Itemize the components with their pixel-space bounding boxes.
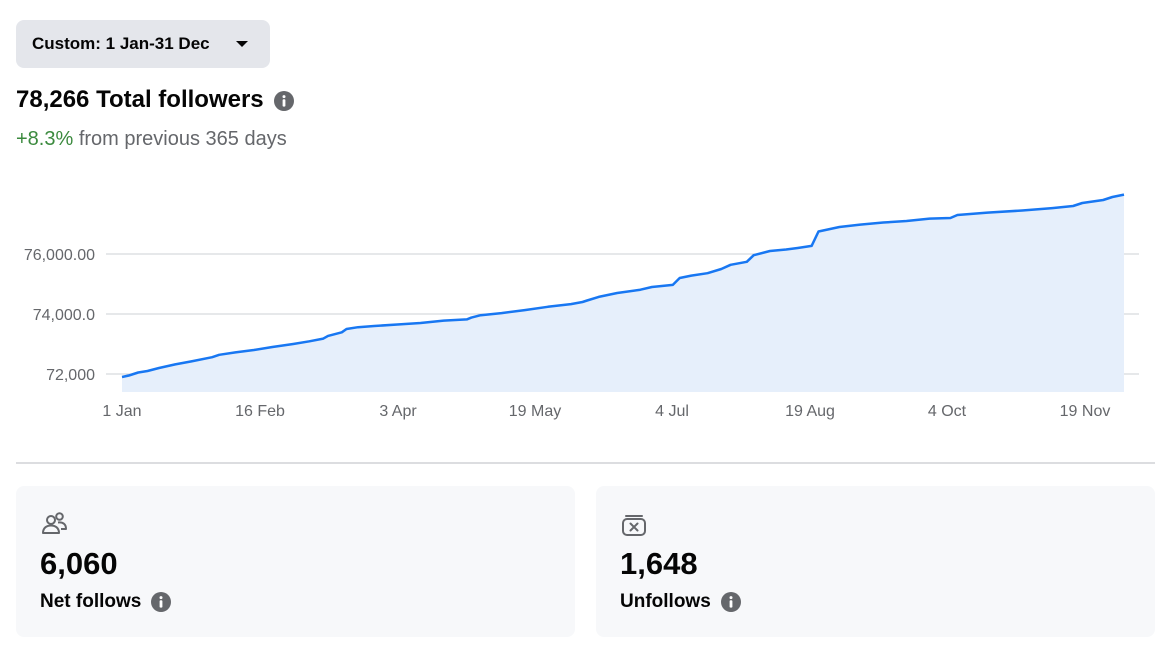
total-followers-value: 78,266 — [16, 86, 90, 113]
unfollows-card: 1,648 Unfollows — [596, 486, 1155, 637]
y-axis-ticks: 72,000 74,000.0 76,000.00 — [24, 247, 95, 384]
total-followers-label: Total followers — [96, 86, 264, 113]
x-tick-label: 4 Jul — [655, 403, 689, 420]
caret-down-icon — [236, 41, 248, 47]
x-tick-label: 3 Apr — [379, 403, 417, 420]
net-follows-label-row: Net follows — [40, 591, 172, 613]
total-followers-heading: 78,266 Total followers — [16, 86, 294, 114]
change-percent: +8.3% — [16, 128, 74, 150]
followers-change: +8.3% from previous 365 days — [16, 128, 287, 151]
y-tick-label: 72,000 — [46, 367, 95, 384]
date-range-label: Custom: 1 Jan-31 Dec — [32, 34, 210, 53]
x-axis-ticks: 1 Jan 16 Feb 3 Apr 19 May 4 Jul 19 Aug 4 Oct 19… — [102, 403, 1110, 420]
unfollow-box-icon — [622, 515, 646, 536]
x-tick-label: 19 May — [509, 403, 561, 420]
series-line — [121, 193, 1125, 379]
net-follows-label: Net follows — [40, 591, 142, 612]
unfollows-value: 1,648 — [620, 546, 698, 581]
section-divider — [16, 462, 1155, 464]
info-icon[interactable] — [720, 592, 741, 612]
change-suffix: from previous 365 days — [78, 128, 287, 150]
unfollows-label: Unfollows — [620, 591, 711, 612]
people-icon — [42, 512, 67, 534]
x-tick-label: 16 Feb — [235, 403, 285, 420]
info-icon[interactable] — [151, 592, 172, 612]
net-follows-value: 6,060 — [40, 546, 118, 581]
x-tick-label: 4 Oct — [928, 403, 967, 420]
date-range-dropdown[interactable]: Custom: 1 Jan-31 Dec — [16, 20, 270, 68]
y-tick-label: 76,000.00 — [24, 247, 95, 264]
info-icon[interactable] — [273, 91, 294, 111]
followers-area-chart: 72,000 74,000.0 76,000.00 1 Jan 16 Feb 3 Apr… — [24, 193, 1139, 420]
x-tick-label: 1 Jan — [102, 403, 141, 420]
x-tick-label: 19 Nov — [1060, 403, 1111, 420]
unfollows-label-row: Unfollows — [620, 591, 741, 613]
net-follows-card: 6,060 Net follows — [16, 486, 575, 637]
x-tick-label: 19 Aug — [785, 403, 835, 420]
y-tick-label: 74,000.0 — [33, 307, 95, 324]
